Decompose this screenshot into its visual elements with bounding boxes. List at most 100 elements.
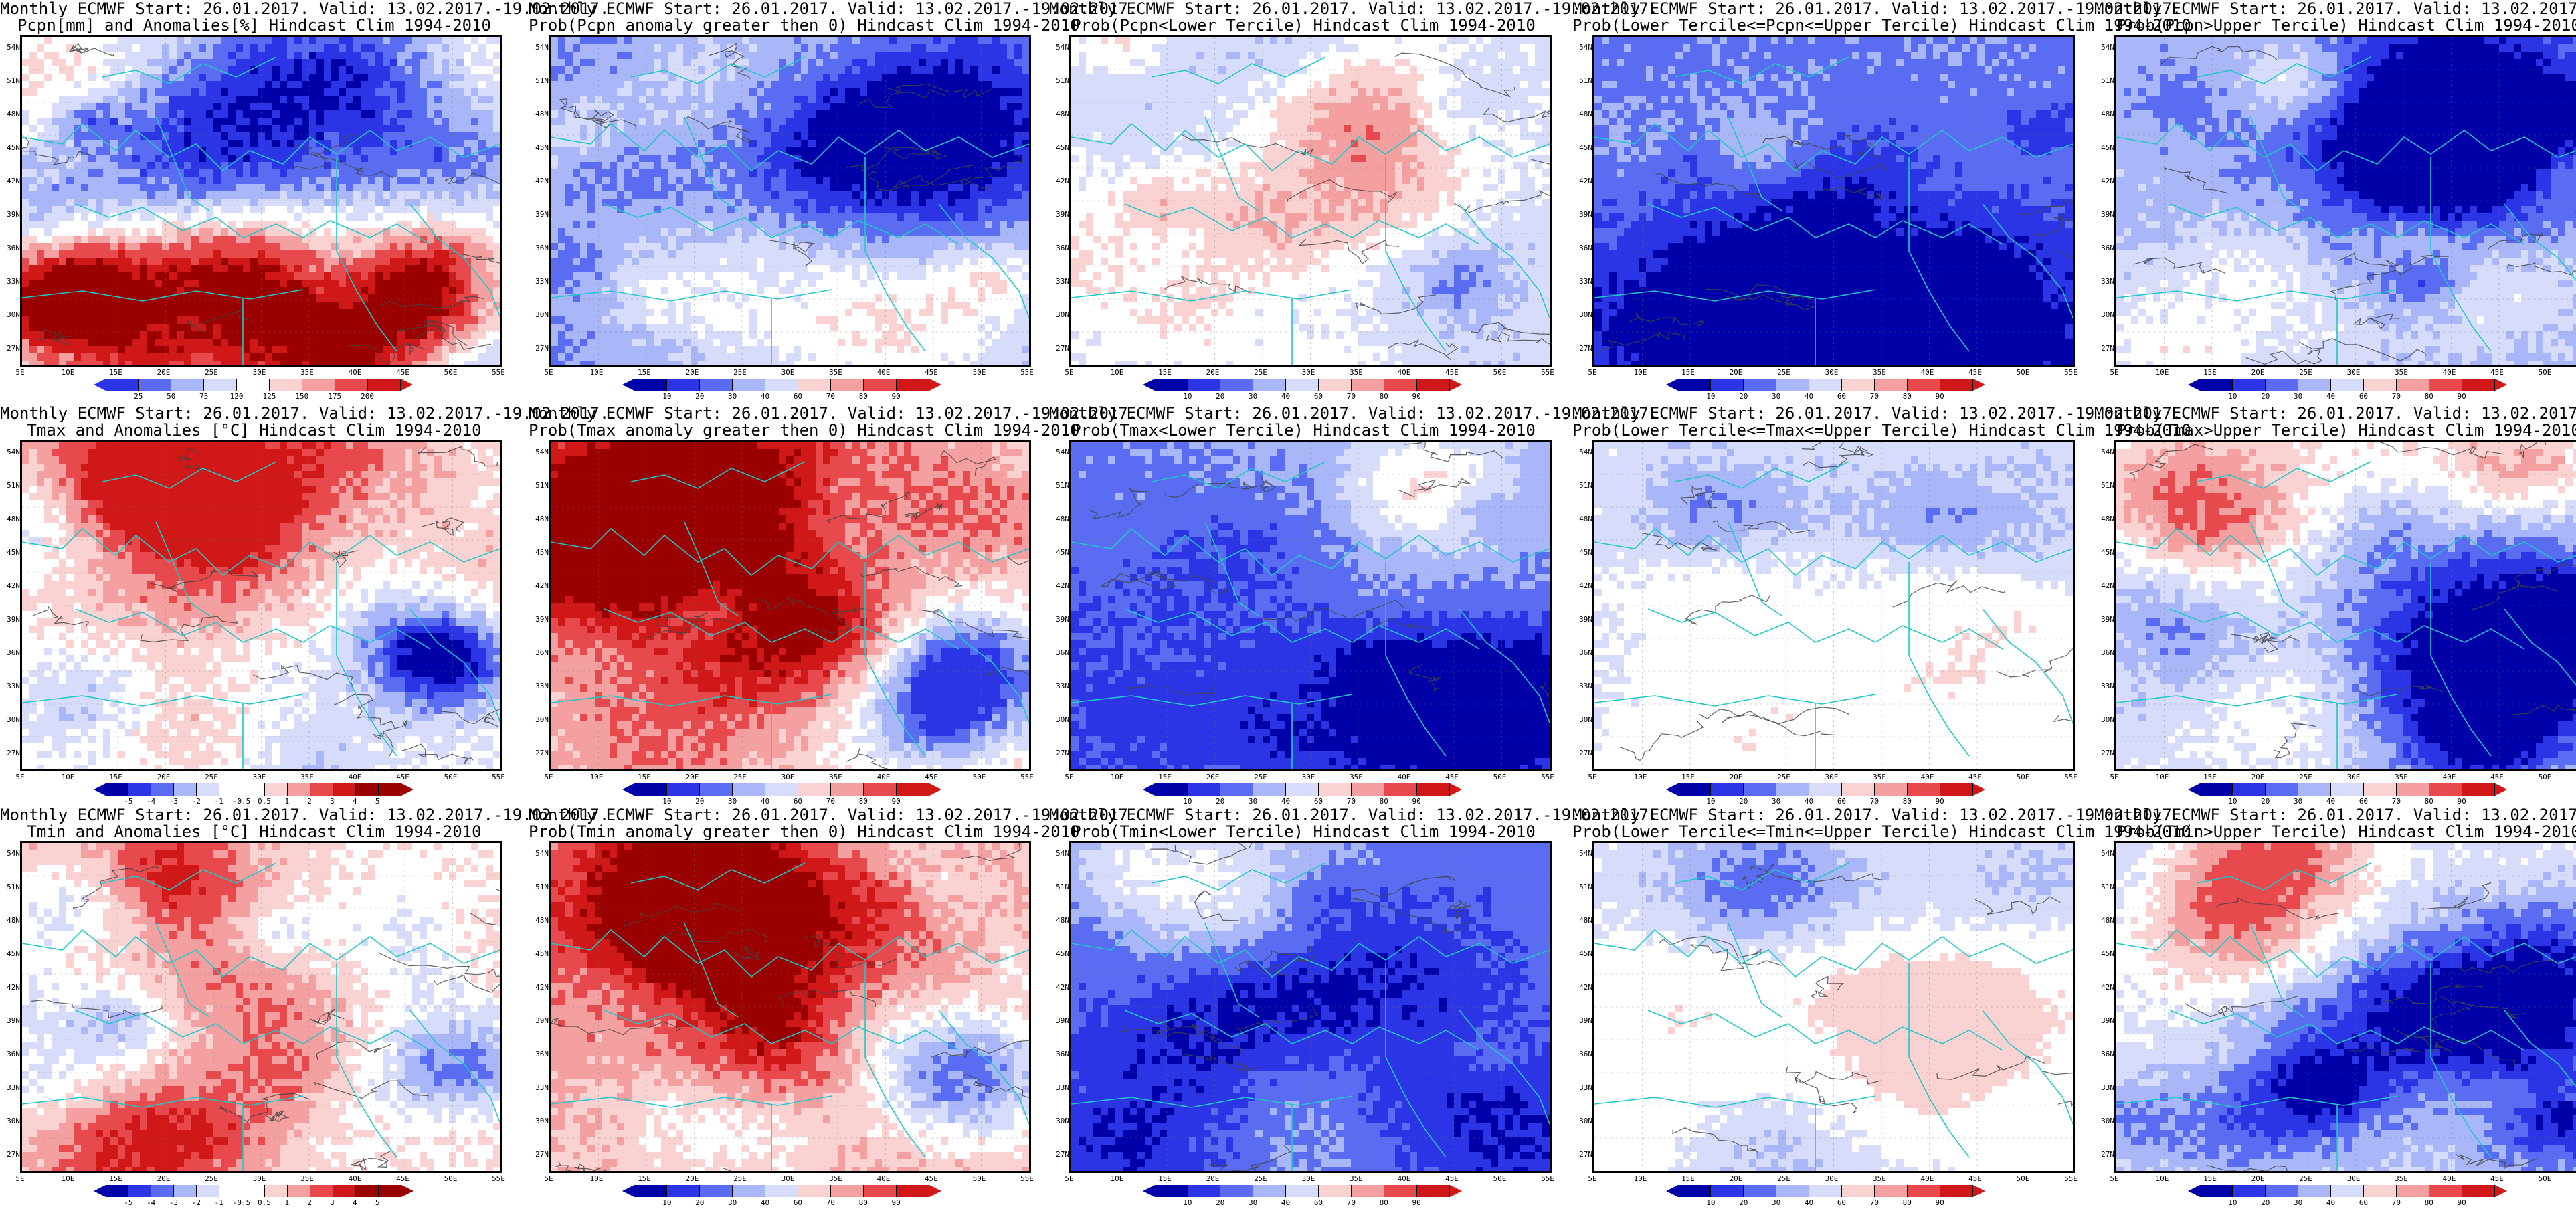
latitude-label: 36N — [2094, 244, 2114, 252]
colorbar-swatch — [219, 1185, 242, 1197]
longitude-label: 40E — [1914, 1174, 1941, 1183]
colorbar-swatch — [1842, 1185, 1875, 1197]
colorbar-swatch — [667, 379, 700, 391]
colorbar-tick-label: 20 — [1210, 797, 1230, 806]
colorbar-tick-label: -5 — [118, 797, 139, 806]
panel-title-line2: Prob(Tmin<Lower Tercile) Hindcast Clim 1… — [1049, 823, 1558, 841]
longitude-label: 10E — [1627, 773, 1654, 781]
colorbar-swatch — [667, 1185, 700, 1197]
longitude-label: 25E — [1247, 1174, 1274, 1183]
panel-variable: Prob(Lower Tercile<=Tmax<=Upper Tercile) — [1572, 421, 1959, 440]
colorbar-swatch — [356, 1185, 379, 1197]
latitude-label: 39N — [2094, 1016, 2114, 1025]
latitude-label: 42N — [2094, 177, 2114, 185]
colorbar-tick-label: 40 — [1799, 1198, 1819, 1207]
colorbar-swatch — [1220, 783, 1253, 796]
longitude-label: 55E — [2057, 1174, 2084, 1183]
map-area — [2114, 440, 2576, 771]
longitude-label: 45E — [389, 368, 416, 377]
colorbar-tick-label: 80 — [1374, 1198, 1394, 1207]
colorbar-swatch — [765, 379, 798, 391]
latitude-label: 51N — [2094, 76, 2114, 85]
colorbar-swatch — [2298, 1185, 2331, 1197]
colorbar-tick-label: -1 — [209, 797, 229, 806]
longitude-label: 30E — [1819, 773, 1845, 781]
colorbar-tick-label: 20 — [1734, 392, 1754, 401]
longitude-label: 10E — [2149, 773, 2176, 781]
longitude-label: 35E — [1866, 1174, 1893, 1183]
colorbar-tick-label: -5 — [118, 1198, 139, 1207]
panel-clim: Hindcast Clim 1994-2010 — [2358, 822, 2576, 841]
latitude-label: 33N — [1572, 1083, 1592, 1092]
latitude-label: 51N — [1049, 882, 1069, 891]
colorbar-swatch — [1842, 379, 1875, 391]
latitude-label: 39N — [1572, 210, 1592, 219]
colorbar-swatch — [1188, 379, 1220, 391]
colorbar-swatch — [1188, 1185, 1220, 1197]
latitude-label: 45N — [1572, 949, 1592, 958]
panel-variable: Prob(Tmin>Upper Tercile) — [2116, 822, 2349, 841]
panel-clim: Hindcast Clim 1994-2010 — [857, 822, 1079, 841]
colorbar-swatch — [897, 783, 929, 796]
colorbar-tick-label: 60 — [1308, 392, 1328, 401]
latitude-label: 42N — [1572, 177, 1592, 185]
colorbar-swatch — [1417, 1185, 1450, 1197]
colorbar-tick-label: 70 — [2386, 392, 2406, 401]
longitude-label: 20E — [2245, 1174, 2272, 1183]
latitude-label: 27N — [529, 749, 549, 757]
longitude-label: 20E — [1200, 368, 1226, 377]
latitude-label: 45N — [2094, 949, 2114, 958]
colorbar-swatch — [1842, 783, 1875, 796]
map-area — [549, 440, 1031, 771]
map-field — [22, 843, 500, 1171]
longitude-label: 45E — [389, 773, 416, 781]
colorbar-swatch — [1155, 783, 1188, 796]
colorbar-right-arrow — [1450, 783, 1462, 796]
longitude-label: 5E — [7, 368, 33, 377]
longitude-label: 15E — [1152, 368, 1178, 377]
latitude-label: 33N — [529, 682, 549, 690]
panel-r2-c2: Monthly ECMWF Start: 26.01.2017. Valid: … — [529, 405, 1037, 806]
colorbar-left-arrow — [94, 783, 106, 796]
colorbar-tick-label: 70 — [820, 797, 840, 806]
colorbar-swatch — [864, 379, 897, 391]
longitude-label: 35E — [294, 368, 320, 377]
latitude-label: 36N — [1049, 244, 1069, 252]
colorbar-swatch — [1352, 783, 1384, 796]
colorbar-tick-label: 40 — [755, 392, 775, 401]
longitude-label: 55E — [2057, 368, 2084, 377]
longitude-label: 50E — [966, 368, 993, 377]
colorbar-swatch — [1188, 783, 1220, 796]
panel-title-line2: Prob(Pcpn<Lower Tercile) Hindcast Clim 1… — [1049, 17, 1558, 35]
colorbar-swatch — [2429, 379, 2462, 391]
colorbar-left-arrow — [2188, 1185, 2200, 1197]
colorbar-tick-label: 20 — [1210, 392, 1230, 401]
panel-variable: Prob(Tmin anomaly greater then 0) — [529, 822, 848, 841]
colorbar-swatch — [1678, 1185, 1711, 1197]
panel-title-line1: Monthly ECMWF Start: 26.01.2017. Valid: … — [1049, 0, 1558, 18]
colorbar-swatch — [310, 783, 333, 796]
latitude-label: 54N — [1049, 43, 1069, 52]
colorbar-left-arrow — [622, 783, 634, 796]
latitude-label: 33N — [1049, 1083, 1069, 1092]
latitude-label: 33N — [0, 682, 20, 690]
longitude-label: 10E — [1104, 773, 1131, 781]
colorbar-tick-label: 80 — [2419, 1198, 2439, 1207]
colorbar-tick-label: 0.5 — [254, 797, 274, 806]
longitude-label: 15E — [2197, 1174, 2223, 1183]
colorbar-right-arrow — [929, 379, 941, 391]
longitude-label: 55E — [1534, 773, 1561, 781]
colorbar-tick-label: 60 — [2353, 392, 2373, 401]
latitude-label: 54N — [1049, 849, 1069, 858]
latitude-label: 54N — [1572, 448, 1592, 456]
longitude-label: 15E — [631, 1174, 658, 1183]
colorbar-tick-label: 30 — [723, 797, 743, 806]
colorbar-swatch — [2200, 783, 2233, 796]
panel-r3-c3: Monthly ECMWF Start: 26.01.2017. Valid: … — [1049, 806, 1558, 1208]
panel-title-line1: Monthly ECMWF Start: 26.01.2017. Valid: … — [0, 0, 509, 18]
colorbar-tick-label: 25 — [128, 392, 149, 401]
colorbar-swatch — [2397, 379, 2429, 391]
panel-title-line1: Monthly ECMWF Start: 26.01.2017. Valid: … — [0, 405, 509, 423]
